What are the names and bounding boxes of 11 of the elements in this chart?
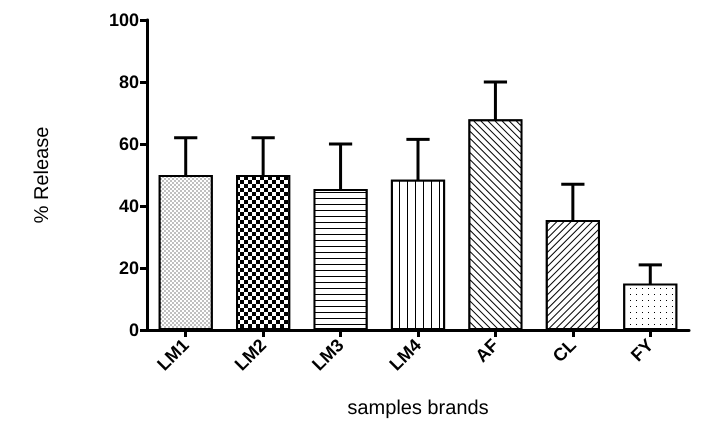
x-tick-label: FY: [626, 334, 658, 366]
y-tick-label: 40: [118, 196, 139, 216]
y-axis-title: % Release: [31, 126, 53, 224]
x-tick-label: AF: [471, 334, 502, 366]
y-tick-label: 80: [118, 72, 139, 92]
y-tick-label: 60: [118, 134, 139, 154]
x-tick-label: CL: [548, 334, 580, 366]
y-tick-label: 100: [108, 10, 139, 30]
x-axis-title: samples brands: [347, 397, 489, 419]
y-tick-label: 20: [118, 258, 139, 278]
y-tick-label: 0: [128, 320, 139, 340]
